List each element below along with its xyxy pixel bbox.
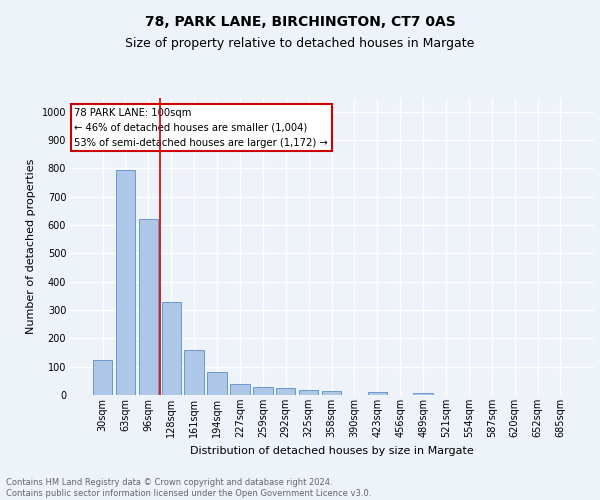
Bar — [93, 360, 112, 395]
Text: Size of property relative to detached houses in Margate: Size of property relative to detached ho… — [125, 38, 475, 51]
Bar — [208, 372, 227, 395]
Bar — [413, 392, 433, 395]
Bar — [116, 170, 135, 395]
Bar — [322, 391, 341, 395]
Bar — [368, 392, 387, 395]
Bar — [299, 390, 319, 395]
X-axis label: Distribution of detached houses by size in Margate: Distribution of detached houses by size … — [190, 446, 473, 456]
Bar — [139, 220, 158, 395]
Bar — [253, 388, 272, 395]
Text: 78 PARK LANE: 100sqm
← 46% of detached houses are smaller (1,004)
53% of semi-de: 78 PARK LANE: 100sqm ← 46% of detached h… — [74, 108, 328, 148]
Bar — [230, 384, 250, 395]
Text: 78, PARK LANE, BIRCHINGTON, CT7 0AS: 78, PARK LANE, BIRCHINGTON, CT7 0AS — [145, 16, 455, 30]
Text: Contains HM Land Registry data © Crown copyright and database right 2024.
Contai: Contains HM Land Registry data © Crown c… — [6, 478, 371, 498]
Bar — [184, 350, 204, 395]
Bar — [161, 302, 181, 395]
Y-axis label: Number of detached properties: Number of detached properties — [26, 158, 36, 334]
Bar — [276, 388, 295, 395]
